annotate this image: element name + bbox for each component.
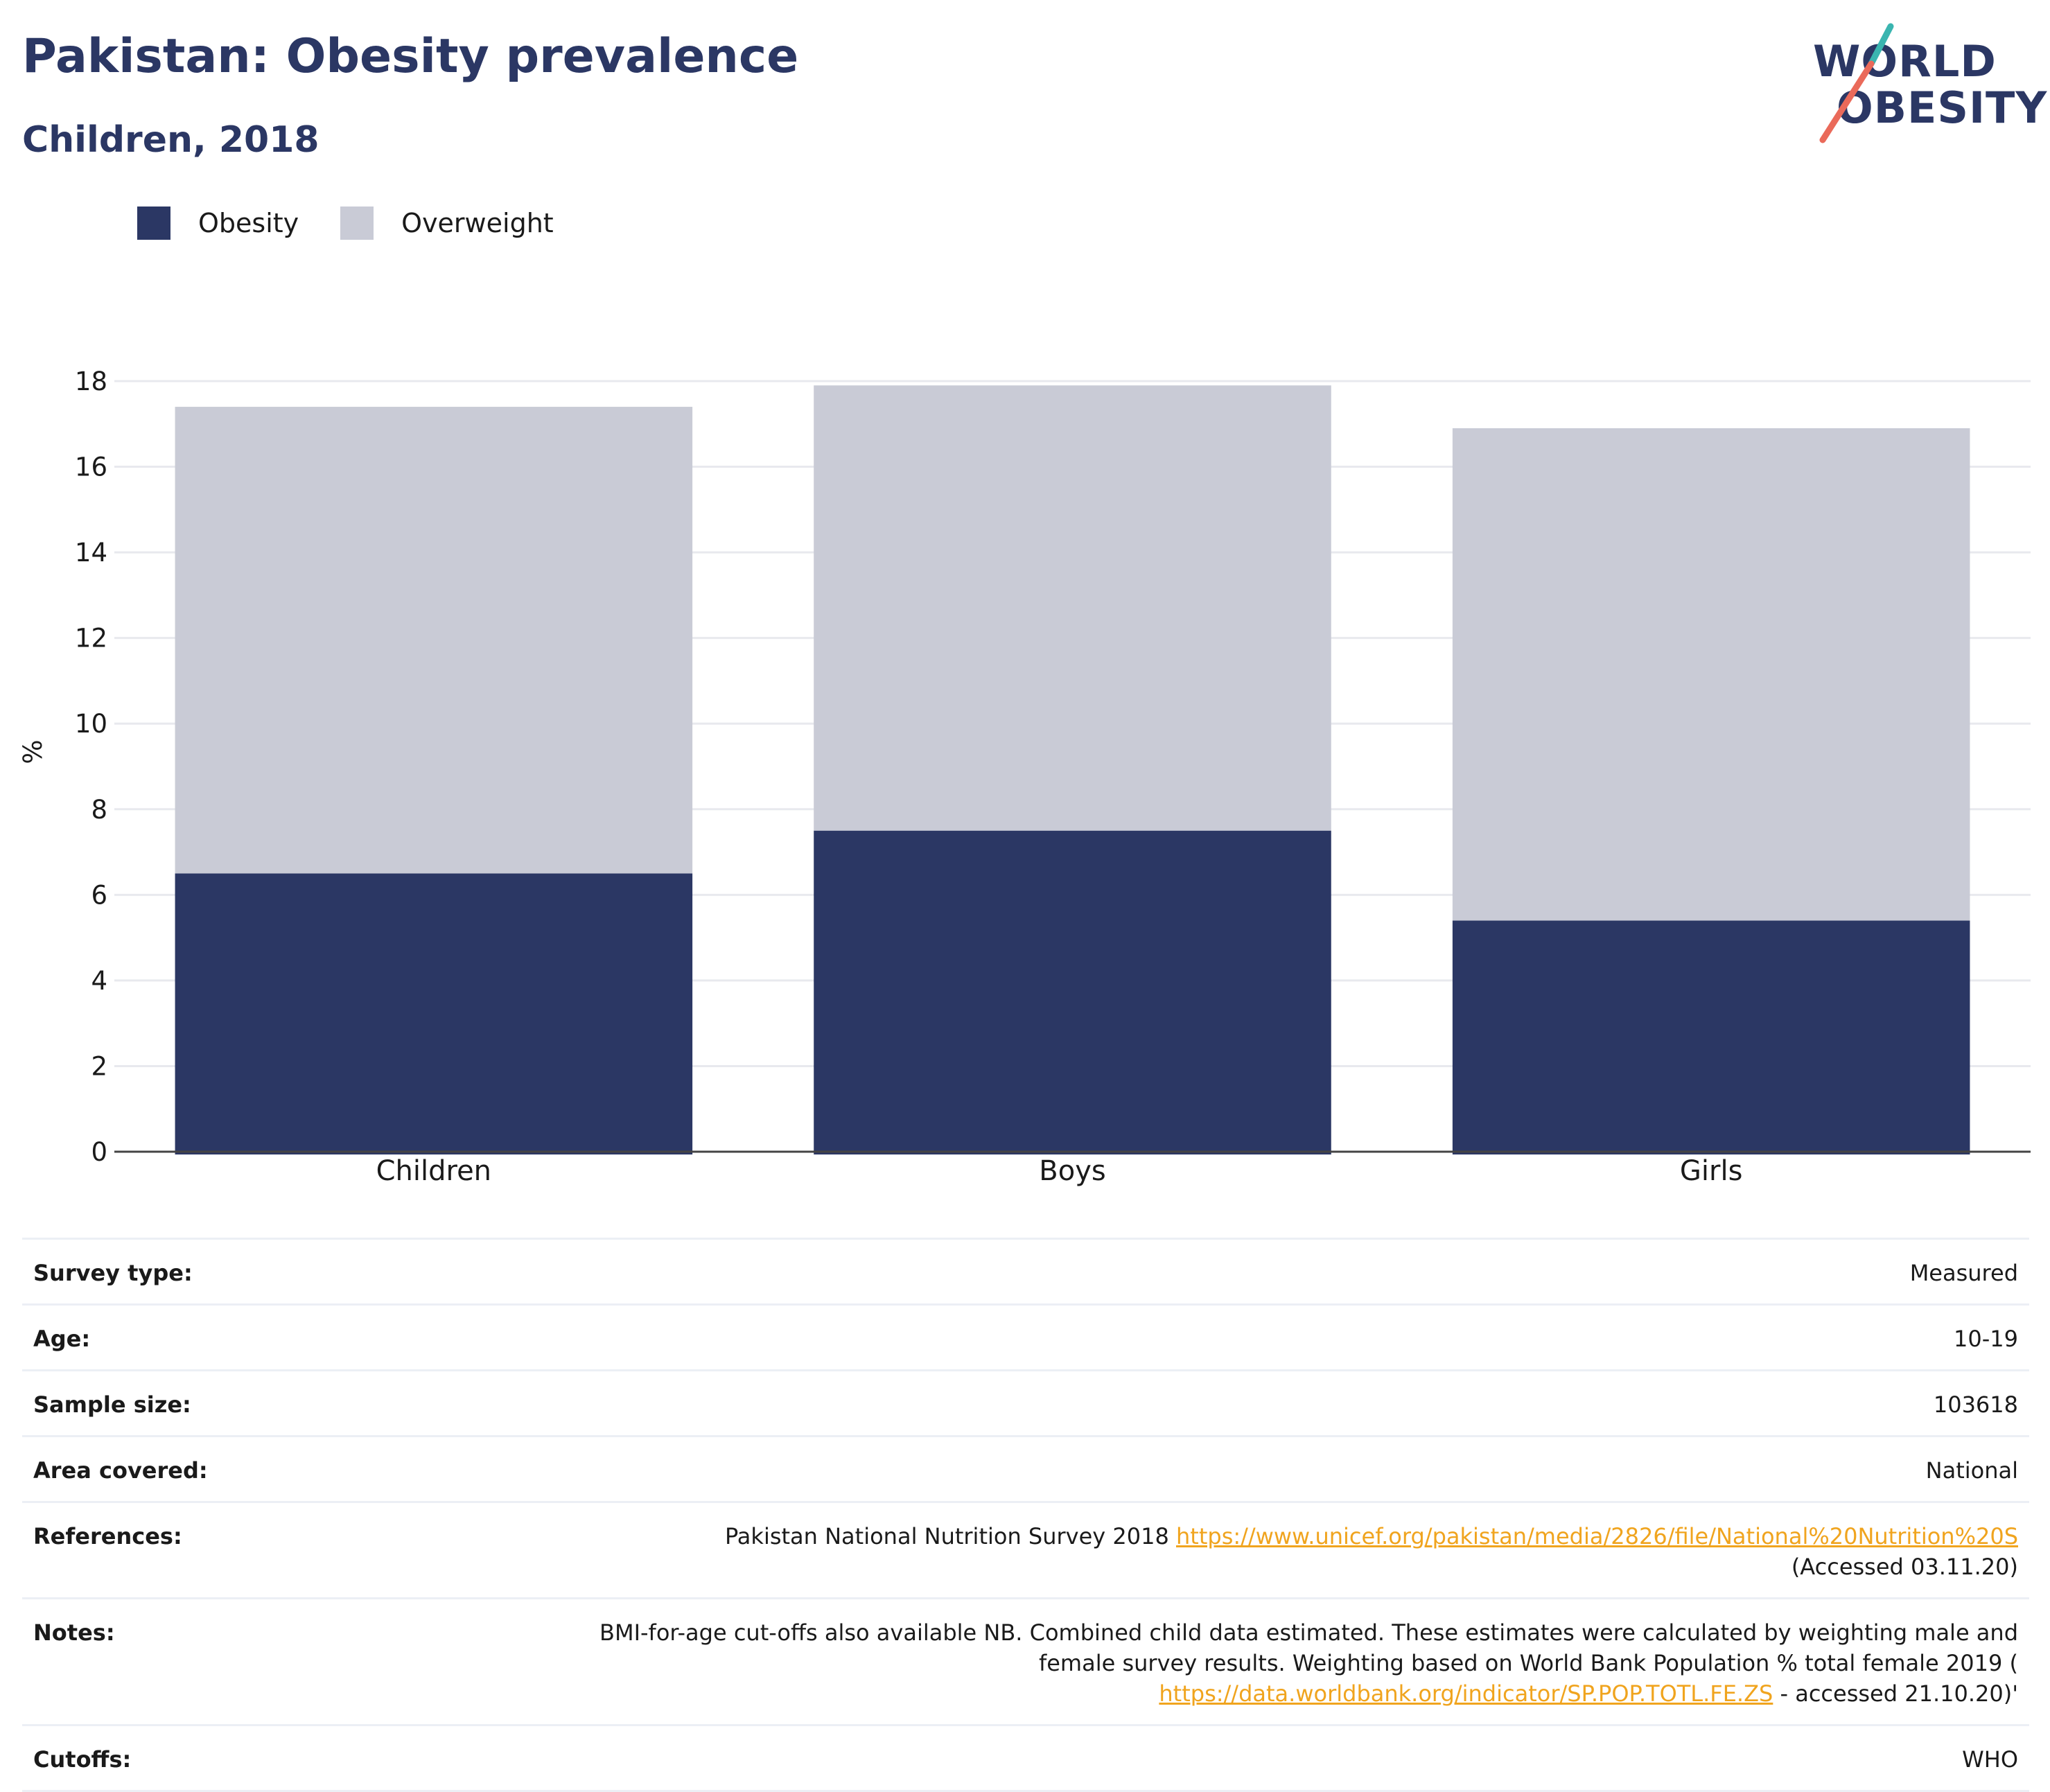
info-value: 10-19 [1954, 1326, 2018, 1352]
y-axis-label: % [18, 739, 48, 764]
x-category-label: Girls [1680, 1155, 1743, 1187]
info-row-references: References: Pakistan National Nutrition … [22, 1501, 2029, 1597]
logo-text-line1: WORLD [1813, 36, 1997, 87]
y-tick-label: 16 [75, 453, 107, 482]
info-key: Area covered: [33, 1457, 208, 1484]
y-tick-label: 6 [91, 880, 107, 910]
y-tick-label: 0 [91, 1137, 107, 1167]
x-category-label: Boys [1039, 1155, 1105, 1187]
legend-label-obesity: Obesity [198, 208, 299, 238]
x-axis-labels: Children Boys Girls [376, 1155, 1743, 1187]
y-tick-label: 12 [75, 624, 107, 653]
info-key: Notes: [33, 1619, 115, 1646]
info-value: National [1925, 1457, 2018, 1484]
bar-obesity-boys[interactable] [814, 830, 1331, 1154]
logo-text-line2: OBESITY [1837, 82, 2048, 133]
info-row-survey-type: Survey type: Measured [22, 1238, 2029, 1303]
survey-info-table: Survey type: Measured Age: 10-19 Sample … [22, 1238, 2029, 1792]
y-tick-label: 8 [91, 795, 107, 825]
bar-obesity-children[interactable] [175, 873, 693, 1154]
info-row-notes: Notes: BMI-for-age cut-offs also availab… [22, 1597, 2029, 1724]
info-value: 103618 [1933, 1391, 2018, 1418]
bar-overweight-boys[interactable] [814, 385, 1331, 831]
info-row-sample-size: Sample size: 103618 [22, 1369, 2029, 1435]
info-value: BMI-for-age cut-offs also available NB. … [577, 1617, 2018, 1709]
bars [175, 385, 1970, 1154]
notes-text: BMI-for-age cut-offs also available NB. … [599, 1619, 2018, 1676]
legend-swatch-overweight [340, 207, 374, 240]
y-tick-label: 10 [75, 709, 107, 739]
info-row-cutoffs: Cutoffs: WHO [22, 1724, 2029, 1792]
page-subtitle: Children, 2018 [22, 119, 319, 161]
legend-label-overweight: Overweight [401, 208, 554, 238]
info-row-age: Age: 10-19 [22, 1303, 2029, 1369]
info-key: Cutoffs: [33, 1746, 132, 1773]
info-value: Measured [1909, 1260, 2018, 1286]
legend-item-overweight[interactable]: Overweight [340, 207, 554, 240]
x-category-label: Children [376, 1155, 491, 1187]
notes-accessed-text: - accessed 21.10.20)' [1773, 1680, 2019, 1707]
chart-legend: Obesity Overweight [137, 207, 595, 240]
info-row-area-covered: Area covered: National [22, 1435, 2029, 1501]
logo-slash-icon [1819, 23, 1894, 143]
bar-overweight-girls[interactable] [1452, 428, 1970, 921]
y-axis-ticks: 0 2 4 6 8 10 12 14 16 18 [75, 367, 107, 1167]
reference-link[interactable]: https://www.unicef.org/pakistan/media/28… [1176, 1523, 2018, 1549]
y-tick-label: 4 [91, 966, 107, 996]
info-key: Sample size: [33, 1391, 191, 1418]
bar-chart: 0 2 4 6 8 10 12 14 16 18 Children Boys Girls % [18, 367, 2031, 1187]
notes-link[interactable]: https://data.worldbank.org/indicator/SP.… [1159, 1680, 1773, 1707]
info-value: WHO [1962, 1746, 2018, 1773]
legend-swatch-obesity [137, 207, 170, 240]
reference-accessed-text: (Accessed 03.11.20) [1791, 1554, 2018, 1580]
world-obesity-logo[interactable]: WORLD OBESITY [1802, 21, 2047, 146]
reference-text: Pakistan National Nutrition Survey 2018 [724, 1523, 1176, 1549]
page-title: Pakistan: Obesity prevalence [22, 29, 799, 84]
info-key: Age: [33, 1326, 91, 1352]
legend-item-obesity[interactable]: Obesity [137, 207, 299, 240]
info-key: Survey type: [33, 1260, 193, 1286]
info-value: Pakistan National Nutrition Survey 2018 … [632, 1521, 2018, 1582]
bar-obesity-girls[interactable] [1452, 920, 1970, 1154]
y-tick-label: 14 [75, 538, 107, 568]
y-tick-label: 18 [75, 367, 107, 396]
y-tick-label: 2 [91, 1051, 107, 1081]
info-key: References: [33, 1523, 182, 1549]
bar-overweight-children[interactable] [175, 407, 693, 874]
